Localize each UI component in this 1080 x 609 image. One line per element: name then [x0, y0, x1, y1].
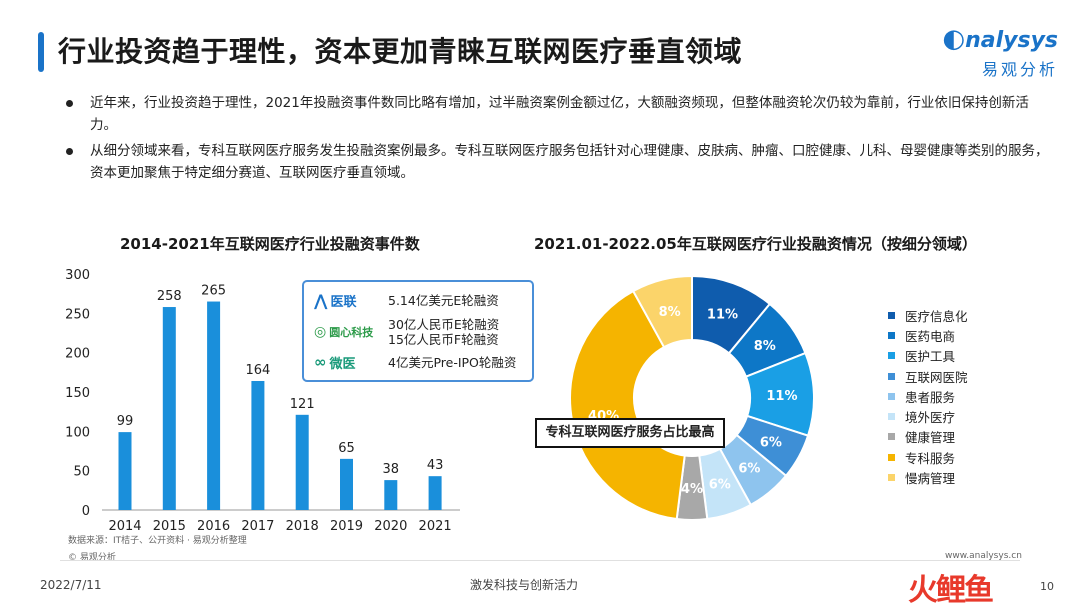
bar — [384, 480, 398, 510]
logo-en: ◐nalysys — [942, 24, 1058, 54]
legend-item: 健康管理 — [888, 427, 968, 447]
legend-item: 患者服务 — [888, 386, 968, 406]
legend-swatch — [888, 413, 895, 421]
footer-slogan: 激发科技与创新活力 — [470, 578, 579, 592]
callout-text-yuanxin: 30亿人民币E轮融资 15亿人民币F轮融资 — [388, 317, 500, 347]
callout-row-yilian: ⋀ 医联 5.14亿美元E轮融资 — [314, 286, 499, 314]
pie-legend: 医疗信息化医药电商医护工具互联网医院患者服务境外医疗健康管理专科服务慢病管理 — [888, 305, 968, 488]
yuanxin-logo: ◎ 圆心科技 — [314, 324, 374, 340]
donut-chart: 11%8%11%6%6%6%4%40%8% — [569, 274, 815, 521]
x-tick-label: 2021 — [419, 519, 452, 534]
page-title: 行业投资趋于理性，资本更加青睐互联网医疗垂直领域 — [58, 35, 743, 68]
y-tick-label: 100 — [65, 425, 90, 440]
x-tick-label: 2016 — [197, 519, 230, 534]
legend-swatch — [888, 311, 895, 319]
legend-item: 专科服务 — [888, 447, 968, 467]
website-note: www.analysys.cn — [945, 551, 1022, 561]
pie-highlight-label: 专科互联网医疗服务占比最高 — [535, 418, 725, 448]
source-note: 数据来源：IT桔子、公开资料 · 易观分析整理 — [68, 536, 247, 546]
left-chart-title: 2014-2021年互联网医疗行业投融资事件数 — [120, 235, 420, 253]
callout-text-yilian: 5.14亿美元E轮融资 — [388, 292, 499, 308]
legend-swatch — [888, 352, 895, 360]
legend-label: 医疗信息化 — [905, 308, 968, 324]
pie-slice-label: 6% — [709, 478, 731, 493]
pie-slice-label: 11% — [707, 307, 738, 322]
legend-item: 互联网医院 — [888, 366, 968, 386]
watermark-logo: 火鲤鱼 — [908, 573, 994, 608]
bullet-item-1: 近年来，行业投资趋于理性，2021年投融资事件数同比略有增加，过半融资案例金额过… — [62, 92, 1052, 136]
legend-item: 医护工具 — [888, 346, 968, 366]
pie-slice-label: 8% — [659, 305, 681, 320]
bar — [251, 380, 265, 510]
pie-slice-label: 6% — [738, 461, 760, 476]
legend-item: 医药电商 — [888, 325, 968, 345]
legend-item: 境外医疗 — [888, 406, 968, 426]
bar — [207, 301, 221, 510]
legend-label: 患者服务 — [905, 389, 956, 405]
pie-slice-label: 6% — [760, 435, 782, 450]
bar-chart: 0 50 100 150 200 250 300 99 2014 258 2015 265 2016 16… — [65, 268, 460, 534]
weiyi-logo: ∞ 微医 — [314, 353, 356, 372]
legend-swatch — [888, 433, 895, 441]
bar-value-label: 121 — [290, 397, 315, 412]
title-accent-bar — [38, 32, 44, 72]
bar-value-label: 38 — [383, 462, 400, 477]
pie-slice-label: 4% — [681, 482, 703, 497]
analysys-logo: ◐nalysys 易观分析 — [928, 24, 1058, 84]
funding-callout: ⋀ 医联 5.14亿美元E轮融资 ◎ 圆心科技 30亿人民币E轮融资 15亿人民币F… — [302, 280, 534, 382]
legend-swatch — [888, 453, 895, 461]
legend-label: 专科服务 — [905, 450, 956, 466]
bar — [118, 432, 132, 510]
bullet-item-2: 从细分领域来看，专科互联网医疗服务发生投融资案例最多。专科互联网医疗服务包括针对… — [62, 140, 1052, 184]
x-tick-label: 2017 — [241, 519, 274, 534]
logo-cn: 易观分析 — [981, 60, 1058, 79]
y-tick-label: 300 — [65, 268, 90, 283]
x-tick-label: 2019 — [330, 519, 363, 534]
x-tick-label: 2015 — [153, 519, 186, 534]
pie-slice — [631, 274, 693, 349]
legend-swatch — [888, 392, 895, 400]
legend-label: 互联网医院 — [905, 369, 968, 385]
bar-value-label: 265 — [201, 284, 226, 299]
bar-value-label: 164 — [245, 363, 270, 378]
legend-swatch — [888, 372, 895, 380]
x-tick-label: 2018 — [286, 519, 319, 534]
y-tick-label: 0 — [82, 504, 90, 519]
right-chart-title: 2021.01-2022.05年互联网医疗行业投融资情况（按细分领域） — [534, 235, 977, 253]
bullet-list: 近年来，行业投资趋于理性，2021年投融资事件数同比略有增加，过半融资案例金额过… — [62, 92, 1052, 188]
bar-value-label: 43 — [427, 458, 444, 473]
legend-swatch — [888, 474, 895, 482]
y-tick-label: 150 — [65, 386, 90, 401]
bar-value-label: 99 — [117, 414, 134, 429]
legend-swatch — [888, 331, 895, 339]
legend-item: 医疗信息化 — [888, 305, 968, 325]
bar — [428, 476, 442, 510]
callout-text-weiyi: 4亿美元Pre-IPO轮融资 — [388, 354, 517, 370]
x-tick-label: 2014 — [108, 519, 141, 534]
bar — [295, 414, 309, 510]
bar-value-label: 258 — [157, 289, 182, 304]
bar-value-label: 65 — [338, 441, 355, 456]
pie-slice-label: 11% — [766, 389, 797, 404]
callout-row-yuanxin: ◎ 圆心科技 30亿人民币E轮融资 15亿人民币F轮融资 — [314, 316, 499, 348]
y-tick-label: 50 — [73, 465, 90, 480]
copyright-note: © 易观分析 — [68, 553, 116, 563]
bar — [162, 307, 176, 510]
pie-slice-label: 8% — [754, 339, 776, 354]
y-tick-label: 200 — [65, 347, 90, 362]
footer-date: 2022/7/11 — [40, 578, 102, 592]
legend-label: 健康管理 — [905, 430, 956, 446]
callout-row-weiyi: ∞ 微医 4亿美元Pre-IPO轮融资 — [314, 348, 516, 376]
y-tick-label: 250 — [65, 307, 90, 322]
legend-label: 医药电商 — [905, 328, 956, 344]
legend-label: 境外医疗 — [905, 410, 956, 426]
legend-label: 医护工具 — [905, 349, 956, 365]
yilian-logo: ⋀ 医联 — [314, 290, 357, 310]
legend-item: 慢病管理 — [888, 467, 968, 487]
bar — [340, 458, 353, 510]
legend-label: 慢病管理 — [905, 471, 956, 487]
footer-divider — [60, 560, 1020, 561]
page-number: 10 — [1040, 580, 1054, 593]
x-tick-label: 2020 — [374, 519, 407, 534]
